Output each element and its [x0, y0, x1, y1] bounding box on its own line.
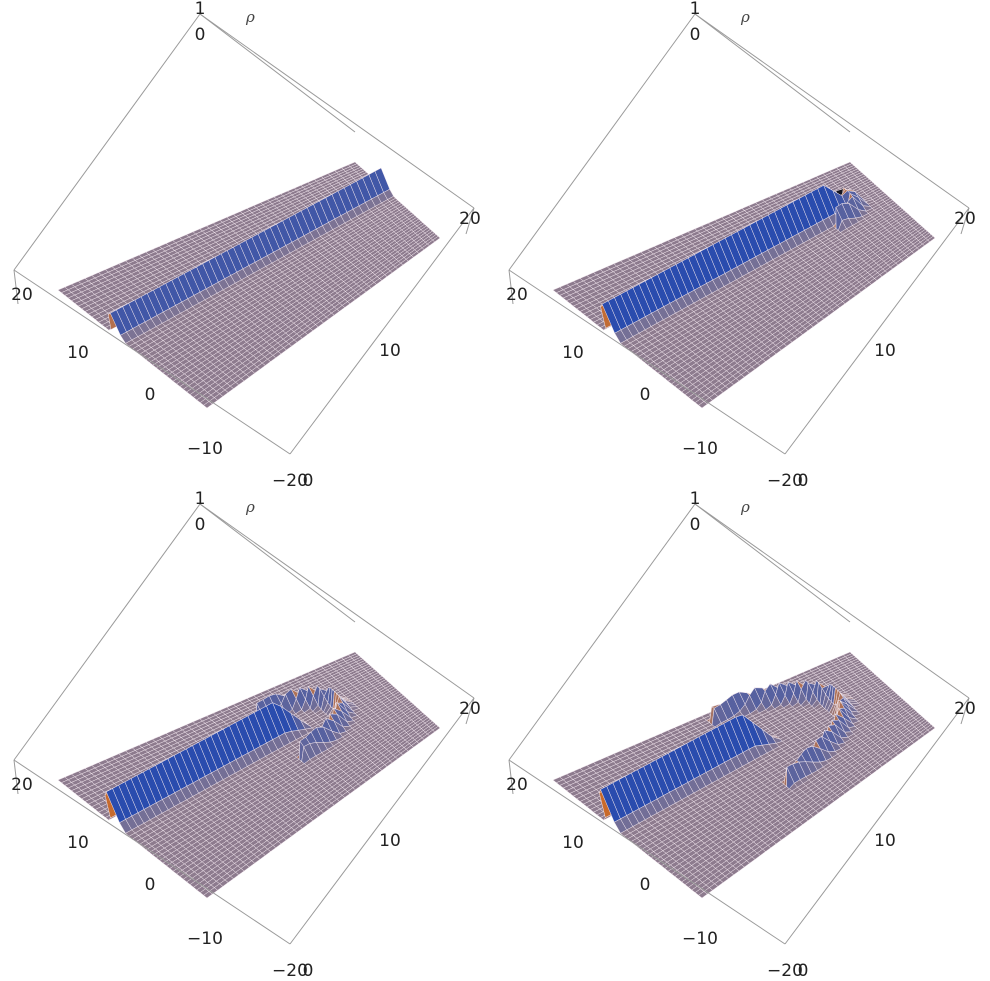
x-tick-label: −20	[272, 471, 308, 490]
x-tick-label: 0	[640, 385, 651, 405]
z-axis-label: ρ	[245, 8, 255, 26]
plot-panel-3: ρ 1 0 20 10 0 −10 −20 20 10 0	[0, 490, 495, 980]
bounding-box-front	[13, 207, 475, 455]
bounding-box	[508, 13, 970, 305]
mesh-cell	[698, 401, 708, 409]
z-tick-label: 1	[690, 0, 701, 19]
y-tick-label: 10	[379, 341, 401, 361]
z-tick-label: 0	[690, 25, 701, 45]
box-edge	[13, 13, 201, 271]
box-edge	[465, 697, 475, 725]
y-tick-label: 0	[798, 471, 809, 490]
box-edge	[13, 759, 19, 795]
surface-mesh	[552, 161, 936, 409]
box-edge	[199, 503, 475, 699]
box-edge	[199, 503, 356, 623]
box-edge	[694, 13, 970, 209]
plot-panel-1: ρ 1 0 20 10 0 −10 −20 20 10 0	[0, 0, 495, 490]
surface-mesh	[57, 651, 441, 899]
x-tick-label: −10	[187, 439, 223, 459]
x-tick-label: 10	[67, 343, 89, 363]
box-edge	[784, 207, 970, 455]
z-axis-label: ρ	[740, 8, 750, 26]
x-tick-label: −20	[767, 471, 803, 490]
surface-mesh	[57, 161, 441, 409]
z-tick-label: 0	[195, 25, 206, 45]
box-edge	[960, 207, 970, 235]
z-tick-label: 1	[195, 0, 206, 19]
y-tick-label: 20	[459, 209, 481, 229]
x-tick-label: 20	[506, 285, 528, 305]
y-tick-label: 0	[303, 471, 314, 490]
bounding-box	[13, 503, 475, 795]
box-edge	[199, 13, 356, 133]
x-tick-label: 0	[145, 385, 156, 405]
box-edge	[13, 503, 201, 761]
y-tick-label: 20	[954, 209, 976, 229]
y-tick-label: 10	[874, 341, 896, 361]
box-edge	[289, 207, 475, 455]
box-edge	[508, 13, 696, 271]
bounding-box	[13, 13, 475, 305]
box-edge	[508, 269, 514, 305]
box-edge	[13, 269, 19, 305]
box-edge	[465, 207, 475, 235]
x-tick-label: 20	[11, 285, 33, 305]
box-edge	[199, 13, 475, 209]
box-edge	[694, 13, 851, 133]
x-tick-label: 10	[562, 343, 584, 363]
bounding-box-front	[508, 207, 970, 455]
mesh-cell	[203, 401, 213, 409]
plot-panel-2: ρ 1 0 20 10 0 −10 −20 20 10 0	[495, 0, 990, 490]
box-edge	[13, 269, 291, 455]
box-edge	[508, 269, 786, 455]
x-tick-label: −10	[682, 439, 718, 459]
